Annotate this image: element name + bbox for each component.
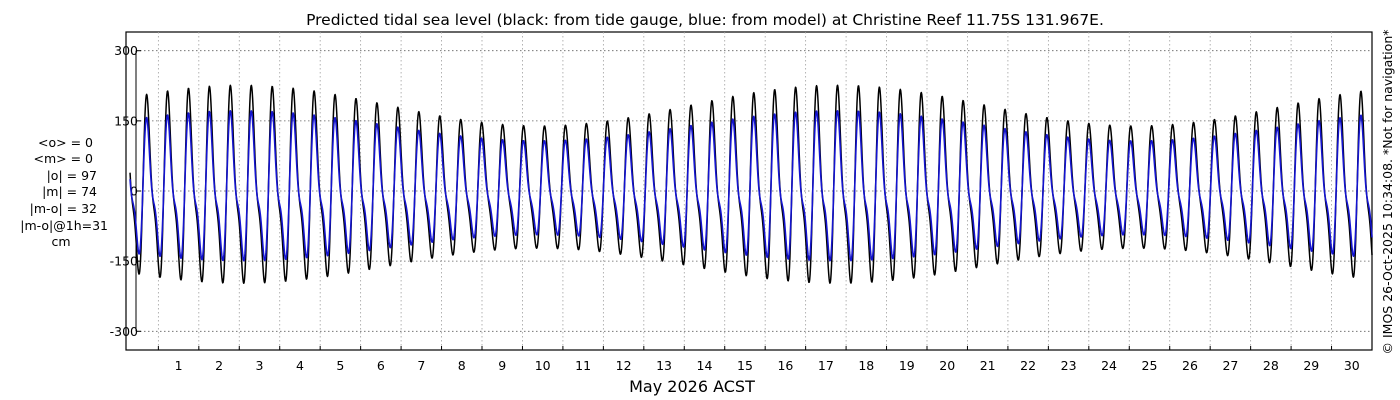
x-tick-label: 7 — [417, 358, 425, 373]
x-tick-label: 10 — [535, 358, 551, 373]
y-tick-label: -150 — [110, 254, 138, 269]
stats-block: <o> = 0 <m> = 0 |o| = 97 |m| = 74 |m-o| … — [20, 135, 108, 249]
x-tick-label: 27 — [1222, 358, 1238, 373]
x-tick-label: 28 — [1263, 358, 1279, 373]
y-tick-label: 0 — [130, 184, 138, 199]
x-tick-label: 25 — [1142, 358, 1158, 373]
x-tick-label: 30 — [1344, 358, 1360, 373]
x-tick-label: 14 — [697, 358, 713, 373]
y-tick-label: 300 — [114, 43, 138, 58]
x-tick-label: 9 — [498, 358, 506, 373]
series-layer — [129, 84, 1373, 285]
watermark-text: © IMOS 26-Oct-2025 10:34:08. *Not for na… — [1380, 30, 1395, 355]
x-axis: 1 2 3 4 5 6 7 8 9 10 11 12 13 14 15 16 17 18 19 20 21 22 23 24 2… — [157, 346, 1360, 373]
x-tick-label: 17 — [818, 358, 834, 373]
stat-abs-model: |m| = 74 — [42, 184, 97, 199]
x-tick-label: 29 — [1303, 358, 1319, 373]
x-tick-label: 21 — [980, 358, 996, 373]
stat-unit: cm — [51, 234, 70, 249]
x-tick-label: 18 — [858, 358, 874, 373]
x-tick-label: 2 — [215, 358, 223, 373]
x-tick-label: 26 — [1182, 358, 1198, 373]
grid-lines — [136, 32, 1372, 350]
x-tick-label: 20 — [939, 358, 955, 373]
x-tick-label: 19 — [899, 358, 915, 373]
series-line-model — [129, 110, 1373, 262]
x-tick-label: 15 — [737, 358, 753, 373]
x-tick-label: 3 — [256, 358, 264, 373]
x-tick-label: 5 — [336, 358, 344, 373]
x-tick-label: 4 — [296, 358, 304, 373]
x-tick-label: 24 — [1101, 358, 1117, 373]
stat-abs-diff: |m-o| = 32 — [30, 201, 97, 216]
stat-abs-diff-1h: |m-o|@1h=31 — [20, 218, 108, 233]
x-tick-label: 16 — [777, 358, 793, 373]
stat-abs-obs: |o| = 97 — [47, 168, 97, 183]
x-tick-label: 12 — [616, 358, 632, 373]
y-tick-label: 150 — [114, 113, 138, 128]
x-tick-label: 11 — [575, 358, 591, 373]
stat-mean-model: <m> = 0 — [34, 151, 94, 166]
stat-mean-obs: <o> = 0 — [38, 135, 93, 150]
x-tick-label: 8 — [458, 358, 466, 373]
y-tick-label: -300 — [110, 324, 138, 339]
x-tick-label: 22 — [1020, 358, 1036, 373]
x-tick-label: 1 — [175, 358, 183, 373]
y-axis: 300 150 0 -150 -300 — [110, 43, 141, 339]
chart-title: Predicted tidal sea level (black: from t… — [306, 11, 1104, 29]
x-axis-label: May 2026 ACST — [629, 377, 755, 396]
x-tick-label: 6 — [377, 358, 385, 373]
x-tick-label: 13 — [656, 358, 672, 373]
x-tick-label: 23 — [1061, 358, 1077, 373]
